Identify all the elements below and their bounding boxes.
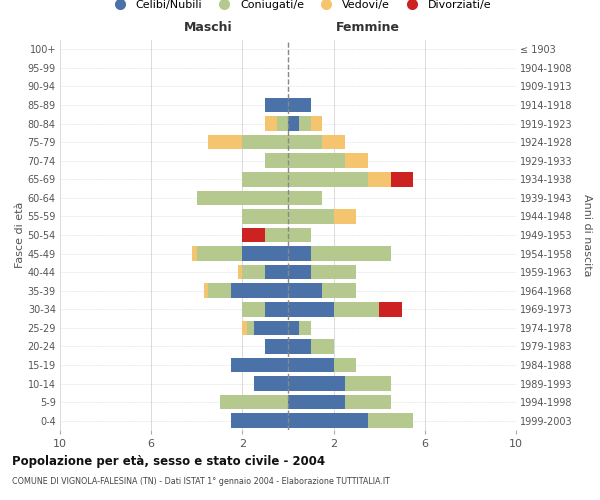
- Bar: [368, 414, 413, 428]
- Bar: [192, 246, 197, 261]
- Bar: [231, 284, 288, 298]
- Bar: [288, 190, 322, 205]
- Bar: [345, 395, 391, 409]
- Bar: [247, 320, 254, 335]
- Bar: [265, 154, 288, 168]
- Bar: [311, 116, 322, 131]
- Bar: [197, 190, 288, 205]
- Bar: [265, 302, 288, 316]
- Bar: [242, 320, 247, 335]
- Bar: [208, 135, 242, 150]
- Bar: [322, 135, 345, 150]
- Bar: [231, 414, 288, 428]
- Text: Popolazione per età, sesso e stato civile - 2004: Popolazione per età, sesso e stato civil…: [12, 455, 325, 468]
- Bar: [242, 172, 288, 186]
- Bar: [197, 246, 242, 261]
- Bar: [288, 376, 345, 391]
- Bar: [288, 302, 334, 316]
- Bar: [334, 302, 379, 316]
- Bar: [391, 172, 413, 186]
- Bar: [288, 135, 322, 150]
- Bar: [311, 265, 356, 280]
- Bar: [288, 116, 299, 131]
- Bar: [299, 320, 311, 335]
- Bar: [288, 358, 334, 372]
- Bar: [265, 339, 288, 353]
- Bar: [288, 414, 368, 428]
- Y-axis label: Anni di nascita: Anni di nascita: [583, 194, 592, 276]
- Bar: [288, 265, 311, 280]
- Bar: [203, 284, 208, 298]
- Text: Femmine: Femmine: [336, 22, 400, 35]
- Bar: [288, 320, 299, 335]
- Bar: [231, 358, 288, 372]
- Bar: [254, 320, 288, 335]
- Bar: [288, 154, 345, 168]
- Bar: [299, 116, 311, 131]
- Bar: [277, 116, 288, 131]
- Bar: [254, 376, 288, 391]
- Bar: [288, 339, 311, 353]
- Bar: [288, 228, 311, 242]
- Bar: [288, 98, 311, 112]
- Bar: [288, 209, 334, 224]
- Text: COMUNE DI VIGNOLA-FALESINA (TN) - Dati ISTAT 1° gennaio 2004 - Elaborazione TUTT: COMUNE DI VIGNOLA-FALESINA (TN) - Dati I…: [12, 478, 390, 486]
- Bar: [242, 265, 265, 280]
- Bar: [288, 395, 345, 409]
- Bar: [368, 172, 391, 186]
- Bar: [288, 284, 322, 298]
- Bar: [311, 246, 391, 261]
- Bar: [220, 395, 288, 409]
- Bar: [288, 172, 368, 186]
- Text: Maschi: Maschi: [184, 22, 233, 35]
- Bar: [242, 228, 265, 242]
- Bar: [334, 209, 356, 224]
- Bar: [311, 339, 334, 353]
- Bar: [265, 98, 288, 112]
- Bar: [322, 284, 356, 298]
- Bar: [242, 246, 288, 261]
- Bar: [345, 154, 368, 168]
- Y-axis label: Fasce di età: Fasce di età: [14, 202, 25, 268]
- Legend: Celibi/Nubili, Coniugati/e, Vedovi/e, Divorziati/e: Celibi/Nubili, Coniugati/e, Vedovi/e, Di…: [104, 0, 496, 14]
- Bar: [265, 116, 277, 131]
- Bar: [242, 302, 265, 316]
- Bar: [345, 376, 391, 391]
- Bar: [379, 302, 402, 316]
- Bar: [238, 265, 242, 280]
- Bar: [265, 228, 288, 242]
- Bar: [242, 135, 288, 150]
- Bar: [334, 358, 356, 372]
- Bar: [265, 265, 288, 280]
- Bar: [288, 246, 311, 261]
- Bar: [242, 209, 288, 224]
- Bar: [208, 284, 231, 298]
